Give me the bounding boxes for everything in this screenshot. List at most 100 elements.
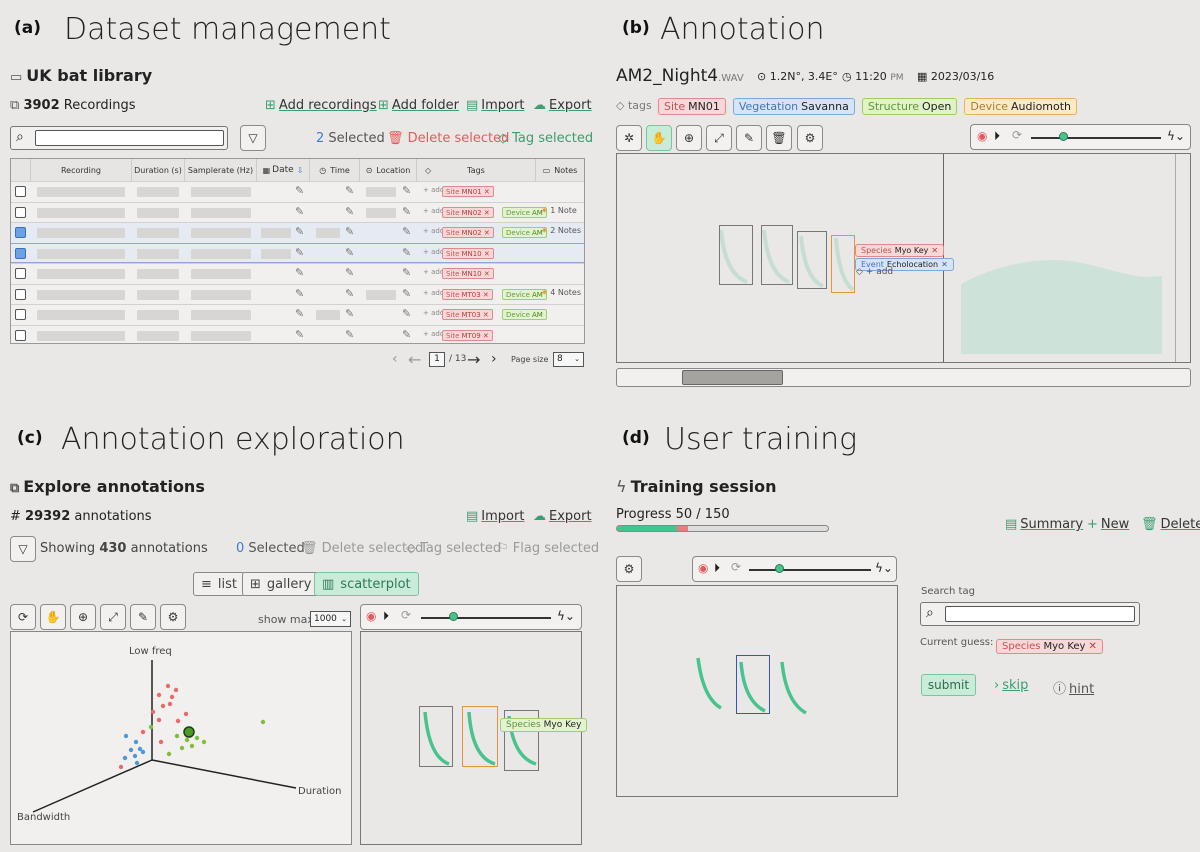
loop-icon[interactable]: ⟳	[1012, 128, 1023, 142]
tag-chip[interactable]: Site MN01 ✕	[442, 186, 494, 197]
annotation-box[interactable]	[797, 231, 827, 289]
tag-chip[interactable]: Site MT03 ✕	[442, 309, 493, 320]
annotation-box[interactable]	[719, 225, 753, 285]
show-max-select[interactable]: 1000 ⌄	[310, 611, 351, 627]
table-row[interactable]: ✎ ✎ ✎ + add Site MT03 ✕ Device AM	[11, 304, 584, 325]
filter-button[interactable]: ▽	[240, 125, 266, 151]
prev-page-arrow[interactable]: ←	[408, 350, 422, 369]
notes-count[interactable]: ✷ 1 Note	[541, 205, 577, 215]
notes-count[interactable]: ✷ 2 Notes	[541, 226, 581, 235]
view-scatterplot-button[interactable]: ▥ scatterplot	[314, 572, 419, 596]
pencil-icon[interactable]: ✎	[295, 307, 305, 320]
table-row[interactable]: ✎ ✎ ✎ + add Site MN01 ✕	[11, 181, 584, 202]
edit-button[interactable]: ✎	[130, 604, 156, 630]
add-tag-button[interactable]: + add	[423, 186, 445, 194]
slider-knob[interactable]	[775, 564, 784, 573]
column-time[interactable]: ◷ Time	[310, 159, 360, 181]
next-page-chevron[interactable]: ›	[491, 351, 497, 367]
close-icon[interactable]: ✕	[482, 311, 489, 319]
flag-selected-button[interactable]: ⚐ Flag selected	[497, 541, 600, 556]
pencil-icon[interactable]: ✎	[345, 286, 355, 300]
delete-annotation-button[interactable]: 🗑	[766, 125, 792, 151]
tag-chip[interactable]: Device AM	[502, 206, 547, 218]
close-icon[interactable]: ✕	[482, 290, 489, 299]
scatterplot-3d[interactable]: Low freq Duration Bandwidth	[10, 631, 352, 845]
close-icon[interactable]: ✕	[483, 208, 490, 217]
pencil-icon[interactable]: ✎	[295, 266, 305, 279]
add-tag-button[interactable]: + add	[423, 288, 445, 297]
annotation-box-selected[interactable]	[462, 706, 498, 767]
pencil-icon[interactable]: ✎	[402, 307, 412, 320]
next-page-arrow[interactable]: →	[467, 350, 481, 369]
pencil-icon[interactable]: ✎	[345, 245, 355, 259]
close-icon[interactable]: ✕	[483, 229, 490, 237]
view-list-button[interactable]: ≡ list	[193, 572, 245, 596]
lightning-icon[interactable]: ϟ⌄	[1167, 129, 1185, 143]
tag-chip[interactable]: Device AM	[502, 227, 547, 238]
table-row[interactable]: ✎ ✎ ✎ + add Site MN10 ✕	[11, 263, 584, 284]
annotation-box[interactable]	[419, 706, 453, 767]
search-box[interactable]: ⌕	[10, 126, 228, 150]
settings-button[interactable]: ⚙	[797, 125, 823, 151]
table-row[interactable]: ✎ ✎ ✎ + add Site MT09 ✕	[11, 324, 584, 346]
play-icon[interactable]: ⏵	[994, 129, 1001, 143]
tag-selected-button[interactable]: ◇ Tag selected	[406, 541, 502, 556]
settings-button[interactable]: ⚙	[616, 556, 642, 582]
playback-speed-slider[interactable]	[1031, 137, 1161, 139]
pencil-icon[interactable]: ✎	[295, 204, 305, 218]
tag-chip[interactable]: Site MN02 ✕	[442, 206, 494, 218]
recording-tag[interactable]: Device Audiomoth	[964, 98, 1078, 115]
view-gallery-button[interactable]: ⊞ gallery	[242, 572, 320, 596]
column-tags[interactable]: ◇ Tags	[417, 159, 536, 181]
import-link[interactable]: ▤ Import	[466, 98, 525, 113]
page-input[interactable]: 1	[429, 352, 445, 367]
close-icon[interactable]: ✕	[483, 249, 490, 258]
tag-chip[interactable]: Site MN02 ✕	[442, 227, 494, 238]
reset-view-button[interactable]: ⟳	[10, 604, 36, 630]
tag-chip[interactable]: Device AM	[502, 288, 547, 300]
import-link[interactable]: ▤ Import	[466, 509, 525, 524]
spectrogram-canvas[interactable]: Species Myo Key ✕ Event Echolocation ✕ ◇ + a…	[616, 153, 1191, 363]
column-notes[interactable]: ▭ Notes	[536, 159, 584, 181]
pencil-icon[interactable]: ✎	[402, 266, 412, 279]
submit-button[interactable]: submit	[921, 674, 976, 696]
recording-tag[interactable]: Vegetation Savanna	[732, 98, 855, 115]
pencil-icon[interactable]: ✎	[402, 204, 412, 218]
slider-knob[interactable]	[449, 612, 458, 621]
delete-selected-button[interactable]: 🗑 Delete selected	[387, 131, 510, 146]
row-checkbox[interactable]	[15, 288, 26, 300]
row-checkbox[interactable]	[15, 329, 26, 341]
annotation-preview-canvas[interactable]: Species Myo Key	[360, 631, 588, 845]
recording-tag[interactable]: Structure Open	[861, 98, 958, 115]
table-row[interactable]: ✎ ✎ ✎ + add Site MN02 ✕ Device AM ✷ 1 Note	[11, 201, 584, 223]
column-samplerate[interactable]: Samplerate (Hz)	[185, 159, 257, 181]
tag-search-input[interactable]	[945, 606, 1135, 622]
pencil-icon[interactable]: ✎	[295, 286, 305, 300]
zoom-tool-button[interactable]: ⊕	[70, 604, 96, 630]
tag-selected-button[interactable]: ◇ Tag selected	[498, 131, 594, 146]
record-icon[interactable]: ◉	[977, 129, 988, 143]
annotation-box[interactable]	[504, 710, 539, 771]
tag-chip[interactable]: Site MT03 ✕	[442, 288, 493, 300]
pencil-icon[interactable]: ✎	[345, 204, 355, 218]
table-row[interactable]: ✎ ✎ ✎ + add Site MT03 ✕ Device AM ✷ 4 Notes	[11, 283, 584, 305]
box-add-tag[interactable]: ◇ + add	[856, 267, 894, 277]
row-checkbox[interactable]	[15, 227, 26, 238]
column-date[interactable]: ▦ Date ⇩	[257, 159, 310, 181]
target-annotation-box[interactable]	[736, 655, 770, 714]
add-tag-button[interactable]: + add	[423, 247, 445, 256]
add-tag-button[interactable]: + add	[423, 329, 445, 338]
annotation-box-selected[interactable]	[831, 235, 855, 293]
filter-button[interactable]: ▽	[10, 536, 36, 562]
summary-link[interactable]: ▤ Summary	[1005, 517, 1084, 532]
close-icon[interactable]: ✕	[931, 246, 939, 255]
record-icon[interactable]: ◉	[366, 609, 377, 623]
pencil-icon[interactable]: ✎	[402, 245, 412, 259]
table-row[interactable]: ✎ ✎ ✎ + add Site MN02 ✕ Device AM ✷ 2 Notes	[11, 222, 584, 243]
pencil-icon[interactable]: ✎	[345, 225, 355, 238]
pencil-icon[interactable]: ✎	[295, 245, 305, 259]
pencil-icon[interactable]: ✎	[402, 184, 412, 197]
close-icon[interactable]: ✕	[941, 260, 948, 269]
pencil-icon[interactable]: ✎	[345, 327, 355, 341]
table-row[interactable]: ✎ ✎ ✎ + add Site MN10 ✕	[11, 242, 584, 263]
